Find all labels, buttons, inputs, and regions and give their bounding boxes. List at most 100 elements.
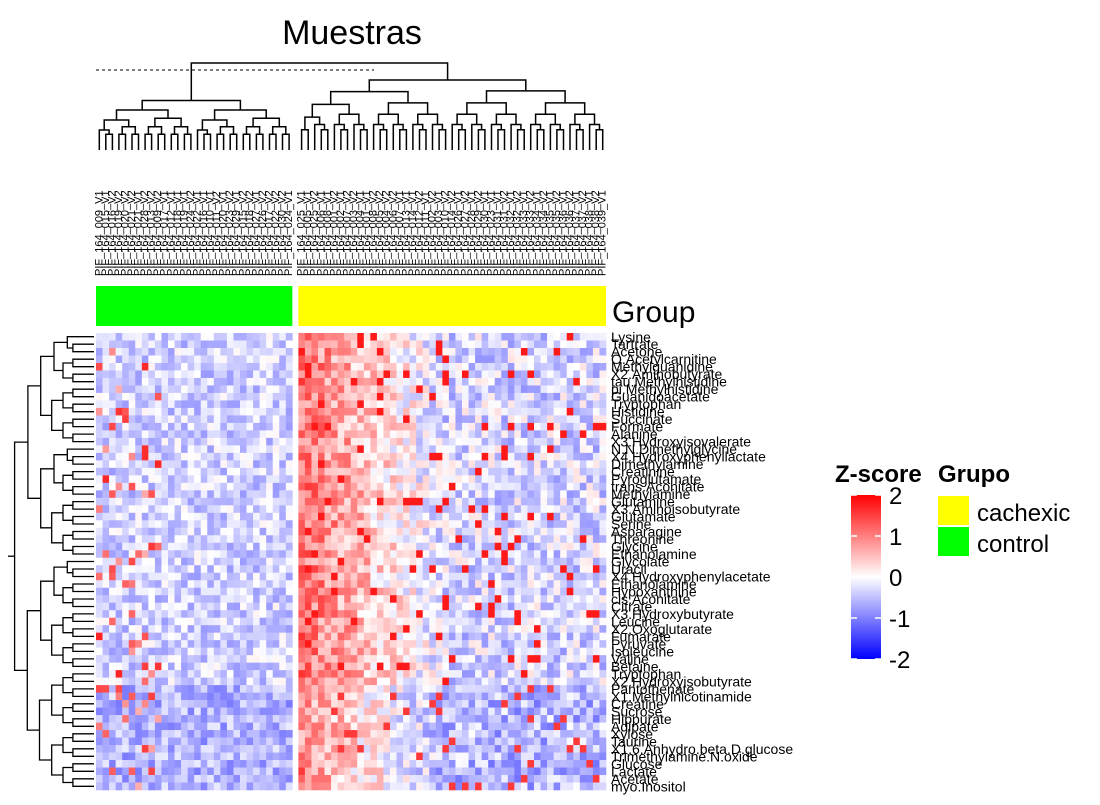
heatmap-cell [273, 408, 280, 416]
heatmap-cell [240, 400, 247, 408]
heatmap-cell [416, 445, 423, 453]
heatmap-cell [449, 678, 456, 686]
heatmap-cell [442, 745, 449, 753]
heatmap-cell [214, 588, 221, 596]
heatmap-cell [586, 393, 593, 401]
heatmap-cell [325, 528, 332, 536]
heatmap-cell [253, 460, 260, 468]
heatmap-cell [547, 648, 554, 656]
heatmap-cell [397, 708, 404, 716]
heatmap-cell [501, 558, 508, 566]
heatmap-cell [155, 423, 162, 431]
dendrogram-branch [99, 130, 109, 150]
heatmap-cell [129, 550, 136, 558]
heatmap-cell [103, 588, 110, 596]
heatmap-cell [181, 655, 188, 663]
heatmap-cell [233, 655, 240, 663]
heatmap-cell [403, 610, 410, 618]
heatmap-cell [586, 333, 593, 341]
heatmap-cell [370, 453, 377, 461]
heatmap-cell [220, 618, 227, 626]
heatmap-cell [188, 453, 195, 461]
heatmap-cell [521, 505, 528, 513]
heatmap-cell [207, 640, 214, 648]
heatmap-cell [148, 753, 155, 761]
heatmap-cell [344, 370, 351, 378]
heatmap-cell [567, 723, 574, 731]
heatmap-cell [325, 625, 332, 633]
heatmap-cell [305, 685, 312, 693]
heatmap-cell [161, 745, 168, 753]
heatmap-cell [155, 490, 162, 498]
heatmap-cell [357, 685, 364, 693]
heatmap-cell [469, 723, 476, 731]
heatmap-cell [338, 738, 345, 746]
row-dendrogram-branch [73, 532, 94, 540]
heatmap-cell [201, 685, 208, 693]
dendrogram-branch [388, 103, 427, 114]
heatmap-cell [161, 708, 168, 716]
heatmap-cell [462, 558, 469, 566]
heatmap-cell [364, 565, 371, 573]
heatmap-cell [560, 513, 567, 521]
heatmap-cell [122, 565, 129, 573]
heatmap-cell [390, 408, 397, 416]
heatmap-cell [436, 775, 443, 783]
heatmap-cell [227, 693, 234, 701]
heatmap-cell [416, 700, 423, 708]
heatmap-cell [298, 745, 305, 753]
heatmap-cell [181, 400, 188, 408]
heatmap-cell [298, 363, 305, 371]
heatmap-cell [161, 355, 168, 363]
heatmap-cell [96, 708, 103, 716]
heatmap-cell [298, 355, 305, 363]
heatmap-cell [122, 490, 129, 498]
heatmap-cell [501, 693, 508, 701]
heatmap-cell [521, 340, 528, 348]
row-labels: LysineTartrateAcetoneO.AcetylcarnitineMe… [611, 329, 793, 795]
heatmap-cell [534, 438, 541, 446]
heatmap-cell [554, 753, 561, 761]
heatmap-cell [181, 355, 188, 363]
heatmap-cell [331, 753, 338, 761]
heatmap-cell [103, 678, 110, 686]
heatmap-cell [109, 415, 116, 423]
heatmap-cell [227, 483, 234, 491]
heatmap-cell [554, 603, 561, 611]
heatmap-cell [410, 700, 417, 708]
heatmap-cell [253, 550, 260, 558]
heatmap-cell [488, 745, 495, 753]
heatmap-cell [488, 573, 495, 581]
heatmap-cell [155, 370, 162, 378]
heatmap-cell [96, 520, 103, 528]
heatmap-cell [122, 603, 129, 611]
heatmap-cell [423, 648, 430, 656]
heatmap-cell [168, 378, 175, 386]
heatmap-cell [462, 663, 469, 671]
heatmap-cell [338, 663, 345, 671]
heatmap-cell [135, 678, 142, 686]
heatmap-cell [383, 618, 390, 626]
heatmap-cell [495, 535, 502, 543]
heatmap-cell [129, 700, 136, 708]
dendrogram-branch [283, 134, 290, 150]
heatmap-cell [298, 610, 305, 618]
heatmap-cell [318, 340, 325, 348]
heatmap-cell [142, 595, 149, 603]
heatmap-cell [260, 723, 267, 731]
heatmap-cell [449, 348, 456, 356]
heatmap-cell [423, 603, 430, 611]
heatmap-cell [370, 573, 377, 581]
heatmap-cell [135, 768, 142, 776]
heatmap-cell [534, 550, 541, 558]
heatmap-cell [560, 715, 567, 723]
heatmap-cell [554, 775, 561, 783]
heatmap-cell [573, 738, 580, 746]
heatmap-cell [109, 498, 116, 506]
heatmap-cell [495, 408, 502, 416]
heatmap-cell [338, 558, 345, 566]
row-dendrogram-branch [67, 337, 94, 348]
heatmap-cell [109, 460, 116, 468]
heatmap-cell [247, 513, 254, 521]
heatmap-cell [188, 528, 195, 536]
